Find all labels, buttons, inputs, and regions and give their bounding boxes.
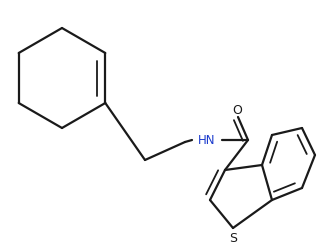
Text: HN: HN xyxy=(198,133,216,147)
Text: S: S xyxy=(229,231,237,245)
Text: O: O xyxy=(232,103,242,117)
